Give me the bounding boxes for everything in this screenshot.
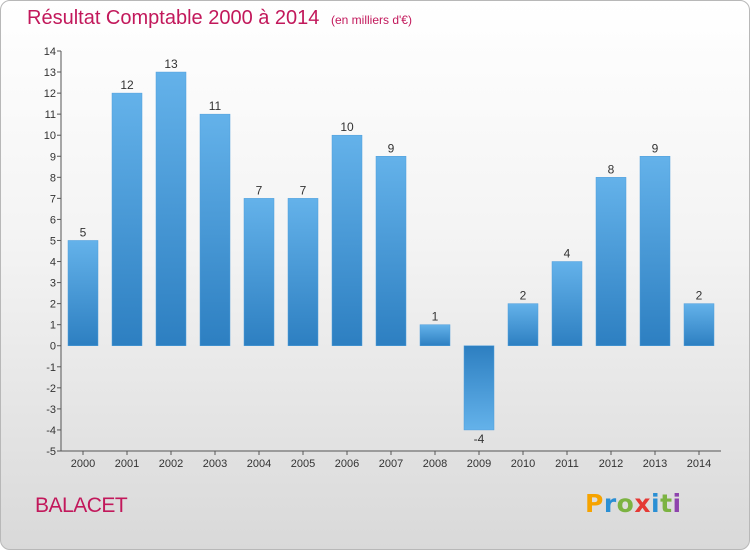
- y-tick-label: 0: [50, 341, 56, 353]
- y-tick-label: -5: [46, 446, 56, 458]
- y-tick-label: -1: [46, 362, 56, 374]
- y-tick-label: 13: [44, 67, 56, 79]
- x-tick-label: 2013: [643, 458, 667, 470]
- bar-value-label: 9: [388, 141, 395, 155]
- bar-value-label: 2: [520, 289, 527, 303]
- chart-title-text: Résultat Comptable 2000 à 2014: [27, 7, 320, 29]
- bar: [551, 261, 583, 346]
- bar: [331, 134, 363, 346]
- x-tick-label: 2011: [555, 458, 579, 470]
- x-tick-label: 2009: [467, 458, 491, 470]
- bar: [199, 113, 231, 346]
- bar: [639, 156, 671, 346]
- x-tick-label: 2007: [379, 458, 403, 470]
- logo-letter: P: [585, 489, 604, 518]
- x-tick-label: 2005: [291, 458, 315, 470]
- x-tick-label: 2006: [335, 458, 359, 470]
- y-tick-label: 5: [50, 235, 56, 247]
- bar-value-label: 10: [340, 120, 354, 134]
- y-tick-label: -3: [46, 404, 56, 416]
- bar: [287, 198, 319, 346]
- x-tick-label: 2001: [115, 458, 139, 470]
- bar: [507, 303, 539, 346]
- bar-value-label: 1: [432, 310, 439, 324]
- bar-value-label: 12: [120, 78, 134, 92]
- chart-subtitle: (en milliers d'€): [330, 13, 412, 27]
- bar-value-label: 4: [564, 247, 571, 261]
- x-tick-label: 2010: [511, 458, 535, 470]
- y-tick-label: 1: [50, 320, 56, 332]
- bar-value-label: 8: [608, 162, 615, 176]
- y-tick-label: 9: [50, 151, 56, 163]
- y-tick-label: 2: [50, 299, 56, 311]
- x-tick-label: 2012: [599, 458, 623, 470]
- y-tick-label: 10: [44, 130, 56, 142]
- y-tick-label: 7: [50, 193, 56, 205]
- bar-value-label: 5: [80, 225, 87, 239]
- bar: [155, 71, 187, 346]
- y-tick-label: -4: [46, 425, 56, 437]
- x-tick-label: 2004: [247, 458, 271, 470]
- y-tick-label: -2: [46, 383, 56, 395]
- bar: [683, 303, 715, 346]
- y-tick-label: 11: [45, 109, 56, 121]
- chart-title: Résultat Comptable 2000 à 2014 (en milli…: [27, 7, 412, 30]
- bar: [111, 92, 143, 346]
- logo-letter: i: [651, 489, 661, 518]
- logo-letter: i: [672, 489, 682, 518]
- x-tick-label: 2008: [423, 458, 447, 470]
- commune-name: BALACET: [35, 494, 128, 517]
- bar-value-label: 7: [256, 183, 263, 197]
- y-tick-label: 12: [44, 88, 56, 100]
- y-tick-label: 4: [50, 257, 56, 269]
- logo-letter: r: [603, 489, 617, 518]
- x-tick-label: 2002: [159, 458, 183, 470]
- logo-letter: o: [616, 489, 635, 518]
- y-tick-label: 14: [44, 46, 56, 58]
- logo-letter: x: [634, 489, 651, 518]
- bar-value-label: 9: [652, 141, 659, 155]
- bar-value-label: 7: [300, 183, 307, 197]
- bar-value-label: 11: [209, 99, 222, 113]
- y-tick-label: 6: [50, 214, 56, 226]
- bar-value-label: 13: [164, 57, 178, 71]
- bar: [419, 324, 451, 346]
- bar-value-label: 2: [696, 289, 703, 303]
- bar-value-label: -4: [474, 432, 485, 446]
- bar: [375, 156, 407, 346]
- bar: [243, 198, 275, 346]
- x-tick-label: 2000: [71, 458, 95, 470]
- proxiti-logo: Proxiti: [585, 489, 682, 518]
- logo-letter: t: [660, 489, 673, 518]
- bar: [67, 240, 99, 346]
- bar: [463, 345, 495, 431]
- y-tick-label: 3: [50, 278, 56, 290]
- y-tick-label: 8: [50, 172, 56, 184]
- x-tick-label: 2003: [203, 458, 227, 470]
- bar: [595, 177, 627, 346]
- x-tick-label: 2014: [687, 458, 711, 470]
